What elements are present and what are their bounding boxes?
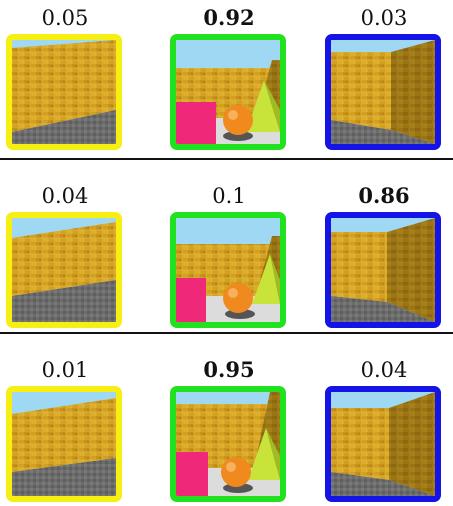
view-thumbnail-corner [325,212,441,328]
score-label: 0.04 [41,184,89,208]
score-label: 0.86 [358,183,410,208]
scene-objects [176,40,280,144]
score-label: 0.1 [212,184,246,208]
score-label: 0.95 [203,357,255,382]
score-label: 0.01 [41,358,89,382]
scene-wall-left [12,40,116,144]
scene-corner [331,218,435,322]
scene-objects [176,218,280,322]
row-divider [0,158,453,160]
view-thumbnail-corner [325,34,441,150]
view-thumbnail-objects [170,34,286,150]
view-thumbnail-wall [6,212,122,328]
view-thumbnail-corner [325,386,441,502]
row-2: 0.04 0.1 0.86 [0,182,453,332]
scene-wall-left [12,218,116,322]
score-label: 0.92 [203,5,255,30]
score-label: 0.03 [360,6,408,30]
scene-objects [176,392,280,496]
view-thumbnail-objects [170,386,286,502]
scene-wall-left [12,392,116,496]
row-divider [0,332,453,334]
row-1: 0.05 0.92 0.03 [0,4,453,154]
view-thumbnail-wall [6,386,122,502]
scene-corner [331,40,435,144]
view-thumbnail-wall [6,34,122,150]
score-label: 0.04 [360,358,408,382]
view-thumbnail-objects [170,212,286,328]
scene-corner [331,392,435,496]
score-label: 0.05 [41,6,89,30]
row-3: 0.01 0.95 0.04 [0,356,453,506]
